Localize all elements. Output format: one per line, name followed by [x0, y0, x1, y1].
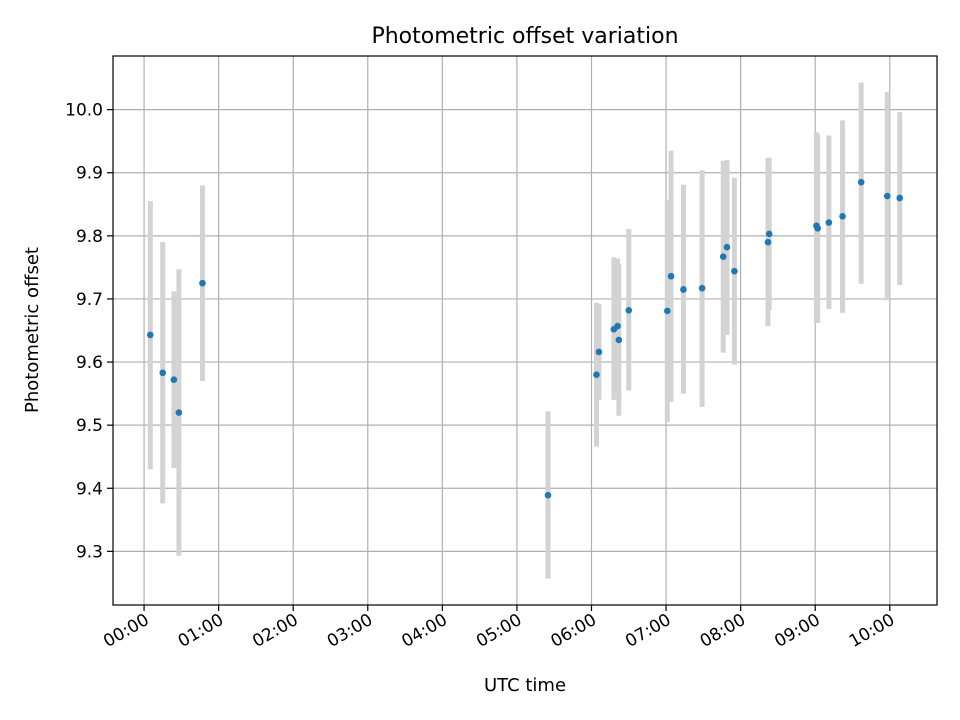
data-point — [664, 307, 671, 315]
data-points — [146, 178, 904, 499]
x-tick-label: 00:00 — [100, 610, 152, 652]
data-point — [146, 331, 154, 339]
y-tick-label: 9.7 — [76, 290, 103, 310]
x-tick-label: 03:00 — [324, 610, 376, 652]
data-point — [765, 230, 773, 238]
data-point — [883, 192, 891, 200]
data-point — [667, 272, 675, 280]
data-point — [615, 336, 623, 344]
y-axis-ticks: 9.3 9.4 9.5 9.6 9.7 9.8 9.9 10.0 — [65, 101, 113, 562]
data-point — [764, 238, 772, 246]
data-point — [825, 219, 833, 226]
y-tick-label: 9.5 — [76, 416, 103, 436]
y-tick-label: 9.9 — [76, 164, 103, 184]
data-point — [731, 267, 738, 275]
data-point — [614, 322, 621, 330]
x-tick-label: 09:00 — [771, 610, 823, 652]
data-point — [698, 284, 706, 292]
data-point — [175, 409, 183, 416]
x-axis-ticks: 00:00 01:00 02:00 03:00 04:00 05:00 06:00 07:00… — [100, 605, 898, 652]
y-tick-label: 10.0 — [65, 101, 103, 121]
y-tick-label: 9.3 — [76, 542, 103, 562]
x-tick-label: 05:00 — [473, 610, 525, 652]
data-point — [723, 243, 731, 251]
x-axis-label: UTC time — [484, 675, 566, 696]
plot-frame — [112, 55, 938, 606]
data-point — [593, 371, 600, 378]
data-point — [719, 253, 727, 260]
y-tick-label: 9.8 — [76, 227, 103, 247]
x-tick-label: 10:00 — [846, 610, 898, 652]
chart-title: Photometric offset variation — [371, 24, 678, 49]
data-point — [595, 348, 603, 356]
y-axis-label: Photometric offset — [22, 247, 43, 413]
data-point — [170, 376, 178, 384]
x-tick-label: 04:00 — [398, 610, 450, 652]
data-point — [159, 369, 167, 377]
data-point — [814, 224, 821, 232]
data-point — [544, 491, 552, 499]
y-tick-label: 9.4 — [76, 479, 103, 499]
data-point — [857, 178, 865, 186]
y-tick-label: 9.6 — [76, 353, 103, 373]
data-point — [199, 279, 206, 287]
grid — [113, 56, 937, 605]
data-point — [896, 194, 904, 202]
x-tick-label: 01:00 — [175, 610, 227, 652]
data-point — [839, 212, 846, 220]
x-tick-label: 08:00 — [697, 610, 749, 652]
x-tick-label: 02:00 — [249, 610, 301, 652]
x-tick-label: 07:00 — [622, 610, 674, 652]
data-point — [625, 307, 633, 314]
data-point — [680, 286, 687, 293]
error-bars — [147, 82, 903, 579]
x-tick-label: 06:00 — [548, 610, 600, 652]
